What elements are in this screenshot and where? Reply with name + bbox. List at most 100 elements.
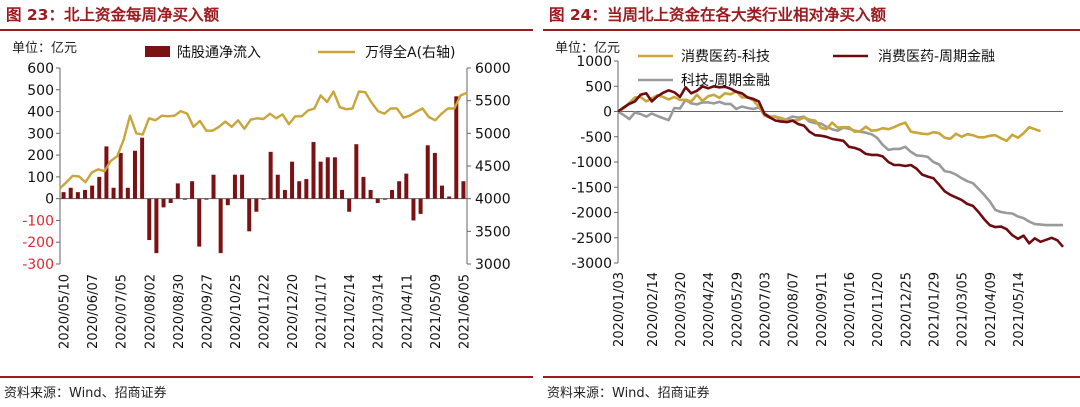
line-tech-minus-cyclical (617, 98, 1063, 227)
x-tick-label: 2020/07/05 (115, 274, 130, 349)
bar-net-inflow (397, 181, 402, 199)
y2-tick-label: 3000 (475, 257, 511, 273)
bar-net-inflow (154, 198, 159, 254)
bar-net-inflow (325, 157, 330, 199)
bar-net-inflow (225, 198, 230, 206)
bar-net-inflow (454, 96, 459, 199)
bar-net-inflow (347, 198, 352, 212)
bar-net-inflow (282, 189, 287, 199)
x-tick-label: 2020/11/22 (258, 274, 273, 349)
x-tick-label: 2020/03/20 (674, 272, 689, 347)
chart-title: 图 23：北上资金每周净买入额 (6, 6, 219, 24)
unit-label: 单位：亿元 (555, 41, 620, 56)
y-tick-label: 500 (27, 83, 54, 99)
bar-net-inflow (111, 187, 116, 199)
y-tick-label: 1000 (576, 54, 612, 70)
line-consumer-minus-tech (617, 90, 1041, 143)
x-tick-label: 2021/06/05 (457, 274, 472, 349)
bar-net-inflow (340, 189, 345, 199)
x-tick-label: 2020/02/14 (646, 272, 661, 347)
x-tick-label: 2021/02/14 (343, 274, 358, 349)
line-consumer-minus-cyclical (617, 85, 1064, 248)
y-tick-label: -3000 (571, 256, 612, 272)
bar-net-inflow (461, 181, 466, 199)
chart-panel-sector-relative-net-buy: 图 24：当周北上资金在各大类行业相对净买入额 单位：亿元 1000 500 0 -50… (543, 0, 1080, 407)
y-tick-label: 100 (27, 170, 54, 186)
x-tick-label: 2020/12/20 (286, 274, 301, 349)
bar-net-inflow (361, 176, 366, 199)
bar-net-inflow (318, 161, 323, 199)
legend-label-consumer-cyclical: 消费医药-周期金融 (878, 49, 995, 65)
chart-title: 图 24：当周北上资金在各大类行业相对净买入额 (549, 6, 886, 24)
y-tick-label: -300 (22, 257, 54, 273)
x-tick-label: 2020/06/07 (86, 274, 101, 349)
bar-net-inflow (418, 198, 423, 214)
x-tick-label: 2021/05/14 (1012, 272, 1027, 347)
bar-net-inflow (368, 189, 373, 199)
bar-net-inflow (447, 196, 452, 199)
bar-net-inflow (190, 181, 195, 199)
bar-net-inflow (411, 198, 416, 221)
bar-net-inflow (311, 142, 316, 199)
bar-net-inflow (247, 198, 252, 232)
bar-net-inflow (440, 185, 445, 199)
bar-net-inflow (404, 173, 409, 199)
y-tick-label: -2000 (571, 206, 612, 222)
bar-net-inflow (290, 161, 295, 199)
y-tick-label: -2500 (571, 231, 612, 247)
bar-net-inflow (140, 137, 145, 199)
y2-tick-label: 5500 (475, 94, 511, 110)
bar-net-inflow (147, 198, 152, 241)
y-tick-label: -500 (580, 130, 612, 146)
y-tick-label: 0 (45, 192, 54, 208)
y-tick-label: 600 (27, 61, 54, 77)
y-tick-label: 500 (585, 79, 612, 95)
bar-net-inflow (218, 198, 223, 254)
y-tick-label: -1500 (571, 180, 612, 196)
bar-net-inflow (232, 174, 237, 199)
title-underline (0, 29, 533, 31)
y2-tick-label: 3500 (475, 224, 511, 240)
x-tick-label: 2020/09/11 (815, 272, 830, 347)
y-tick-label: -100 (22, 213, 54, 229)
bar-net-inflow (254, 198, 259, 212)
legend-label-bar: 陆股通净流入 (177, 45, 261, 61)
x-tick-label: 2020/12/25 (899, 272, 914, 347)
x-tick-label: 2020/10/16 (843, 272, 858, 347)
bar-net-inflow (275, 174, 280, 199)
x-tick-label: 2020/08/07 (787, 272, 802, 347)
x-tick-label: 2020/04/24 (702, 272, 717, 347)
x-tick-label: 2020/07/03 (758, 272, 773, 347)
y2-tick-label: 6000 (475, 61, 511, 77)
x-tick-label: 2020/01/03 (612, 272, 627, 347)
chart-source: 资料来源：Wind、招商证券 (4, 386, 167, 401)
source-rule (0, 376, 533, 378)
bar-net-inflow (61, 192, 66, 199)
x-tick-label: 2020/09/27 (200, 274, 215, 349)
bar-net-inflow (268, 151, 273, 199)
x-tick-label: 2021/01/29 (927, 272, 942, 347)
legend-label-tech-cyclical: 科技-周期金融 (681, 73, 770, 89)
x-tick-label: 2020/05/29 (730, 272, 745, 347)
x-tick-label: 2021/03/14 (372, 274, 387, 349)
y2-tick-label: 5000 (475, 126, 511, 142)
y2-tick-label: 4500 (475, 159, 511, 175)
chart-source: 资料来源：Wind、招商证券 (547, 386, 710, 401)
bar-net-inflow (197, 198, 202, 247)
bar-net-inflow (390, 189, 395, 199)
legend-label-consumer-tech: 消费医药-科技 (681, 49, 770, 65)
bar-net-inflow (68, 187, 73, 199)
bar-net-inflow (332, 157, 337, 199)
source-rule (543, 376, 1080, 378)
y-tick-label: -200 (22, 235, 54, 251)
bar-net-inflow (75, 192, 80, 199)
x-tick-label: 2021/04/11 (400, 274, 415, 349)
bar-net-inflow (382, 198, 387, 200)
x-tick-label: 2020/05/10 (58, 274, 73, 349)
y-tick-label: 300 (27, 126, 54, 142)
y-tick-label: -1000 (571, 155, 612, 171)
x-tick-label: 2020/08/30 (172, 274, 187, 349)
bar-net-inflow (304, 179, 309, 199)
